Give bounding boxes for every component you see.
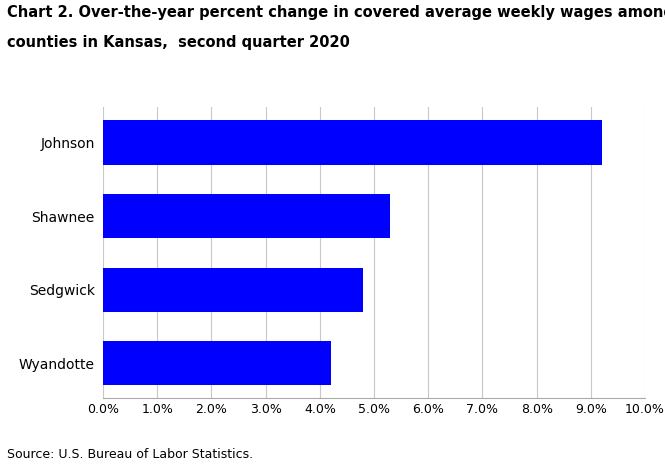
Bar: [103, 341, 331, 385]
Bar: [103, 194, 390, 238]
Text: Chart 2. Over-the-year percent change in covered average weekly wages among  the: Chart 2. Over-the-year percent change in…: [7, 5, 665, 20]
Text: Source: U.S. Bureau of Labor Statistics.: Source: U.S. Bureau of Labor Statistics.: [7, 448, 253, 461]
Text: counties in Kansas,  second quarter 2020: counties in Kansas, second quarter 2020: [7, 35, 350, 50]
Bar: [103, 267, 363, 312]
Bar: [103, 120, 602, 164]
